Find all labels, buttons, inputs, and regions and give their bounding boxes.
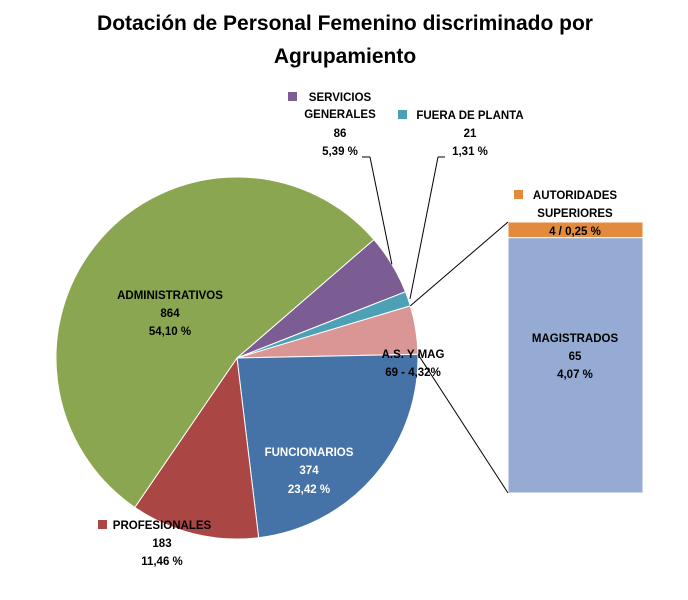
label-profesionales-value: 183 — [152, 538, 171, 550]
connector-top — [409, 221, 509, 307]
label-as-y-mag: A.S. Y MAG 69 - 4,32% — [382, 349, 445, 379]
label-autoridades-value: 4 / 0,25 % — [549, 226, 601, 238]
pie-slice-profesionales — [134, 356, 260, 540]
label-administrativos-name: ADMINISTRATIVOS — [117, 290, 223, 302]
legend-marker-autoridades — [514, 190, 523, 199]
label-funcionarios-value: 374 — [299, 465, 319, 477]
legend-marker-servicios — [288, 92, 297, 101]
label-servicios-name-line1: SERVICIOS — [309, 92, 372, 104]
label-as-y-mag-value: 69 - 4,32% — [385, 367, 441, 379]
label-servicios-percent: 5,39 % — [322, 146, 358, 158]
breakdown-bar — [507, 221, 644, 494]
label-administrativos-value: 864 — [160, 308, 180, 320]
label-funcionarios-name: FUNCIONARIOS — [265, 447, 354, 459]
legend-marker-fuera-de-planta — [398, 110, 407, 119]
label-as-y-mag-name: A.S. Y MAG — [382, 349, 445, 361]
label-fuera-percent: 1,31 % — [452, 146, 488, 158]
label-profesionales: PROFESIONALES 183 11,46 % — [98, 520, 212, 568]
chart-title-line1: Dotación de Personal Femenino discrimina… — [97, 12, 593, 35]
pie-slice-administrativos — [55, 176, 375, 509]
label-servicios-value: 86 — [334, 128, 347, 140]
label-magistrados-value: 65 — [569, 351, 582, 363]
label-magistrados-name: MAGISTRADOS — [532, 333, 619, 345]
label-servicios-name-line2: GENERALES — [304, 109, 376, 121]
label-autoridades-name-line1: AUTORIDADES — [533, 190, 617, 202]
label-administrativos: ADMINISTRATIVOS 864 54,10 % — [117, 290, 223, 338]
connector-bottom — [417, 354, 509, 494]
label-magistrados-percent: 4,07 % — [557, 369, 593, 381]
label-fuera-de-planta: FUERA DE PLANTA 21 1,31 % — [398, 110, 524, 158]
label-servicios-generales: SERVICIOS GENERALES 86 5,39 % — [288, 92, 376, 158]
label-funcionarios-percent: 23,42 % — [288, 484, 330, 496]
label-autoridades-name-line2: SUPERIORES — [537, 208, 613, 220]
chart-title-line2: Agrupamiento — [274, 45, 416, 68]
label-profesionales-percent: 11,46 % — [141, 556, 183, 568]
bar-segment-magistrados — [507, 237, 644, 494]
legend-marker-profesionales — [98, 520, 107, 529]
pie-slice-funcionarios — [236, 353, 419, 539]
label-profesionales-name: PROFESIONALES — [113, 520, 212, 532]
pie-slices — [55, 176, 419, 540]
label-magistrados: MAGISTRADOS 65 4,07 % — [532, 333, 619, 381]
leader-fuera — [409, 156, 439, 299]
label-funcionarios: FUNCIONARIOS 374 23,42 % — [265, 447, 354, 496]
label-autoridades-superiores: AUTORIDADES SUPERIORES 4 / 0,25 % — [514, 190, 617, 238]
label-administrativos-percent: 54,10 % — [149, 326, 191, 338]
leader-servicios — [369, 156, 393, 265]
connector-lines — [362, 156, 509, 494]
label-fuera-name: FUERA DE PLANTA — [416, 110, 523, 122]
label-fuera-value: 21 — [464, 128, 477, 140]
